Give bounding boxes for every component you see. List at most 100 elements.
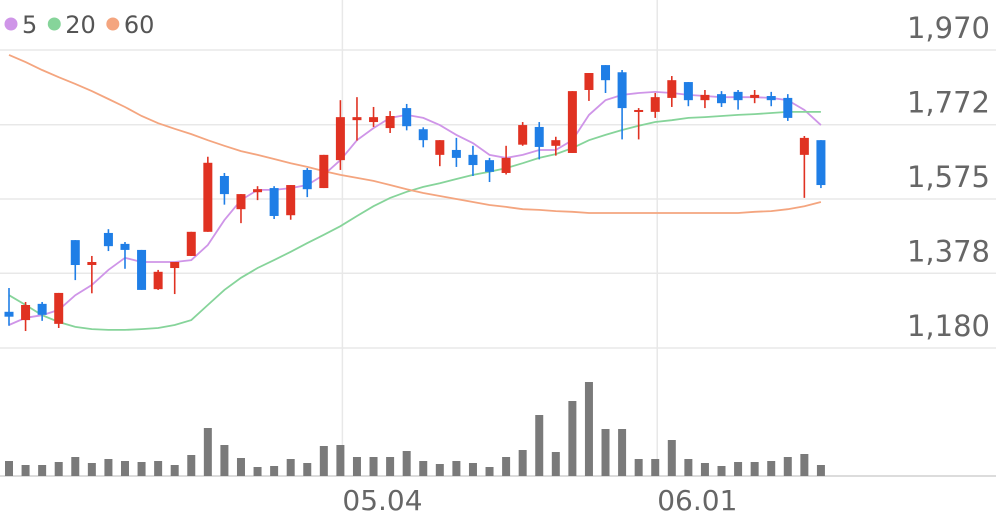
volume-bar [568,401,577,476]
volume-bar [336,445,345,476]
volume-bar [767,461,776,476]
volume-bar [352,457,361,476]
candle-body [4,311,14,317]
volume-bar [87,463,96,476]
volume-bar [54,462,63,476]
volume-bar [203,428,212,476]
volume-bar [468,463,477,476]
volume-bar [634,459,643,476]
candle-body [700,94,710,101]
candle-body [153,271,163,290]
volume-bar [419,461,428,476]
candle-body [518,125,528,145]
candle-body [253,189,263,193]
candle-body [70,240,80,266]
candle-body [683,82,693,101]
volume-bar [5,461,13,476]
candle-body [733,91,743,101]
legend-label: 20 [65,11,96,39]
volume-bar [170,465,179,476]
candle-body [286,185,296,216]
candle-body [551,140,561,146]
candle-body [402,108,412,127]
candle-body [21,304,31,321]
candle-body [302,169,312,190]
candle-body [170,261,180,269]
candle-body [601,65,611,81]
volume-bar [286,459,295,476]
volume-bar [700,463,709,476]
volume-bar [402,451,411,476]
volume-bar [270,466,279,476]
x-tick-label: 05.04 [342,484,422,517]
candle-body [816,140,826,186]
candle-body [319,154,329,189]
candle-body [418,129,428,141]
volume-bar [783,457,792,476]
legend-label: 5 [22,11,37,39]
volume-bar [551,452,560,476]
volume-bar [253,467,262,476]
candle-body [750,94,760,98]
candle-body [766,96,776,101]
legend-label: 60 [124,11,155,39]
candle-body [352,117,362,121]
volume-bar [800,454,809,476]
candle-body [783,97,793,118]
volume-bar [236,458,245,476]
y-tick-label: 1,378 [907,234,990,268]
ma-line [8,90,822,326]
candle-body [269,188,279,216]
volume-bar [38,465,47,476]
candle-body [203,162,213,232]
candle-body [501,157,511,173]
y-tick-label: 1,575 [907,160,990,194]
volume-bar [750,462,759,476]
volume-bar [21,465,30,476]
ma-line [8,54,822,214]
candle-body [584,73,594,90]
candle-body [451,149,461,158]
volume-bar [667,440,676,476]
volume-bar [154,461,163,476]
volume-bar [717,466,726,476]
legend-dot [47,17,61,31]
candle-body [219,175,229,195]
volume-bar [71,457,80,476]
candle-body [617,72,627,109]
candle-body [468,154,478,166]
volume-bar [734,462,743,476]
volume-bar [137,462,146,476]
candle-body [717,94,727,104]
candle-body [650,97,660,112]
candle-body [534,126,544,147]
volume-bar [452,461,461,476]
volume-bar [303,463,312,476]
volume-bar [485,467,494,476]
candle-body [385,116,395,129]
volume-bar [386,457,395,476]
legend-dot [4,17,18,31]
volume-bar [584,382,593,476]
volume-bar [618,429,627,476]
y-tick-label: 1,970 [907,11,990,45]
volume-bar [601,429,610,476]
volume-bar [220,445,229,476]
volume-bar [518,450,527,476]
candle-body [567,91,577,153]
candle-body [236,194,246,210]
volume-bar [651,459,660,476]
candle-body [634,109,644,112]
volume-bar [502,457,511,476]
volume-bar [684,459,693,476]
candle-body [54,292,64,324]
ma-line [8,111,821,331]
legend-dot [106,17,120,31]
candle-body [335,117,345,161]
candle-body [37,303,47,315]
volume-bar [120,461,129,476]
candle-body [137,249,147,290]
candle-body [435,140,445,155]
y-tick-label: 1,772 [907,86,990,120]
